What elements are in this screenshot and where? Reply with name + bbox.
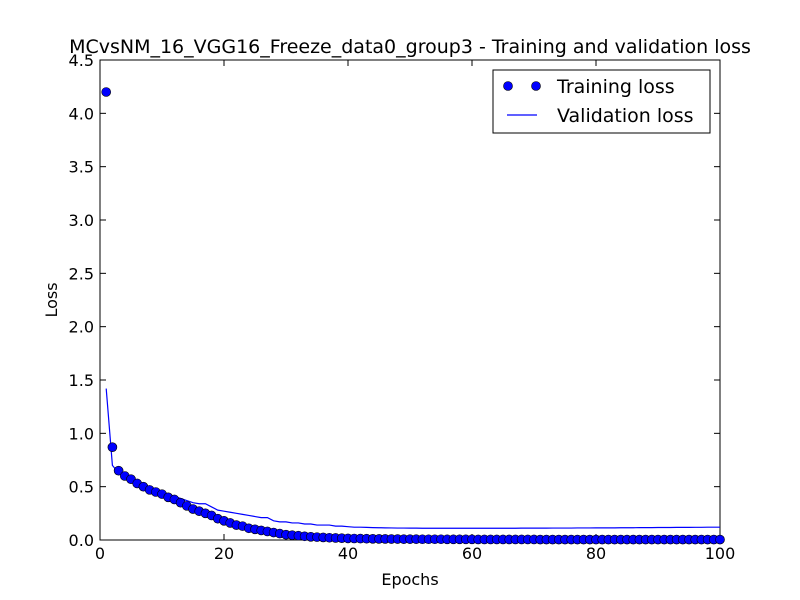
y-tick-label: 0.5: [69, 478, 94, 497]
x-tick-label: 20: [214, 544, 234, 563]
x-tick-label: 100: [705, 544, 736, 563]
training-loss-point: [101, 87, 111, 97]
legend-label-training: Training loss: [556, 76, 675, 98]
y-tick-label: 3.5: [69, 158, 94, 177]
training-loss-point: [715, 534, 725, 545]
training-loss-point: [113, 465, 124, 476]
y-tick-label: 1.5: [69, 371, 94, 390]
legend-marker-training-1: [503, 81, 513, 91]
legend-marker-training-2: [531, 81, 541, 91]
legend-box: [492, 69, 711, 134]
series-layer: [101, 87, 725, 545]
plot-area: [99, 59, 721, 541]
legend-label-validation: Validation loss: [557, 105, 694, 127]
y-tick-label: 2.5: [69, 264, 94, 283]
x-axis: 0 20 40 60 80 100: [95, 60, 735, 563]
y-tick-label: 3.0: [69, 211, 94, 230]
x-tick-label: 60: [462, 544, 482, 563]
y-tick-label: 4.5: [69, 51, 94, 70]
x-tick-label: 80: [586, 544, 606, 563]
y-tick-label: 0.0: [69, 531, 94, 550]
y-axis: 0.0 0.5 1.0 1.5 2.0 2.5 3.0 3.5 4.0 4.5: [69, 51, 720, 550]
y-axis-label: Loss: [42, 282, 61, 317]
x-axis-label: Epochs: [381, 570, 438, 589]
validation-loss-line: [105, 388, 720, 529]
chart-title: MCvsNM_16_VGG16_Freeze_data0_group3 - Tr…: [69, 36, 751, 58]
x-tick-label: 0: [95, 544, 105, 563]
y-tick-label: 4.0: [69, 104, 94, 123]
training-loss-point: [107, 442, 118, 453]
x-tick-label: 40: [338, 544, 358, 563]
y-tick-label: 1.0: [69, 424, 94, 443]
y-tick-label: 2.0: [69, 318, 94, 337]
legend: Training loss Validation loss: [492, 69, 711, 134]
